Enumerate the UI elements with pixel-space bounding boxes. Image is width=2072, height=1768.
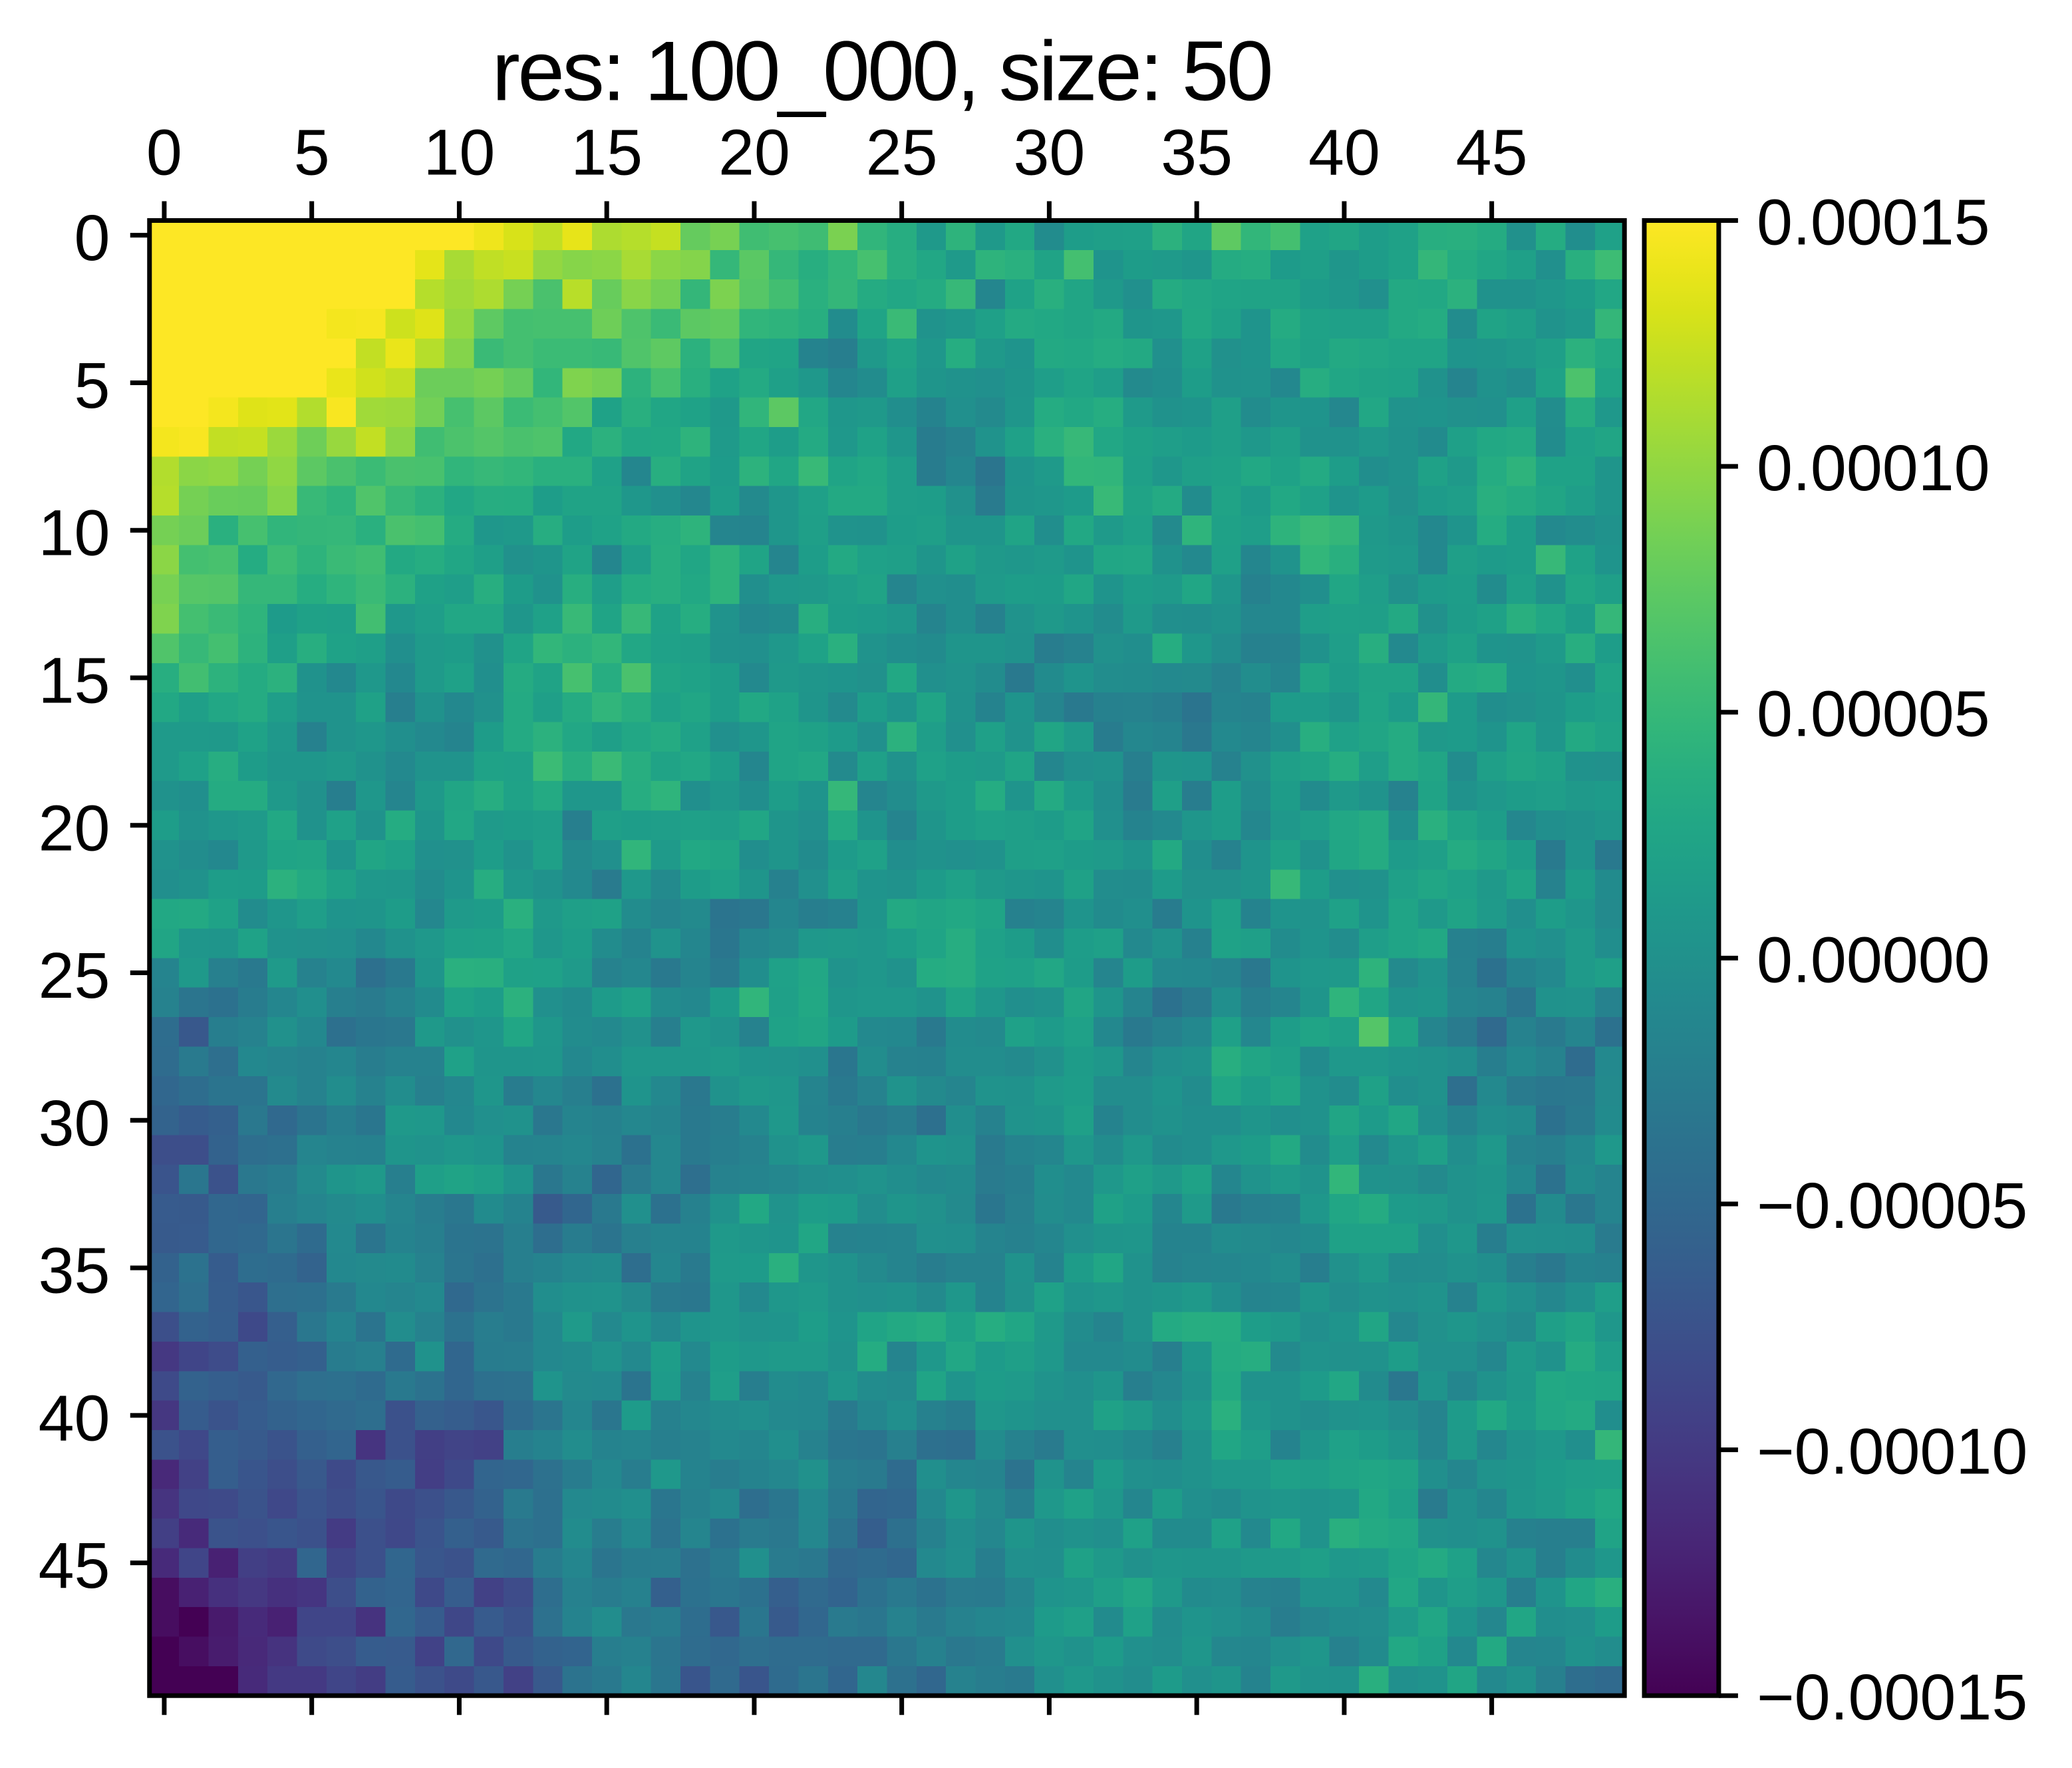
svg-text:0.00005: 0.00005 bbox=[1757, 678, 1990, 750]
svg-text:−0.00015: −0.00015 bbox=[1757, 1661, 2027, 1733]
svg-text:20: 20 bbox=[718, 116, 790, 189]
svg-text:45: 45 bbox=[1456, 116, 1528, 189]
svg-text:25: 25 bbox=[39, 939, 110, 1012]
svg-text:40: 40 bbox=[39, 1382, 110, 1454]
svg-text:res: 100_000, size: 50: res: 100_000, size: 50 bbox=[492, 24, 1274, 118]
svg-text:0.00010: 0.00010 bbox=[1757, 432, 1990, 504]
svg-text:35: 35 bbox=[39, 1235, 110, 1307]
svg-text:30: 30 bbox=[1013, 116, 1085, 189]
svg-text:15: 15 bbox=[39, 645, 110, 717]
svg-text:5: 5 bbox=[294, 116, 330, 189]
svg-text:−0.00005: −0.00005 bbox=[1757, 1169, 2027, 1242]
svg-text:10: 10 bbox=[423, 116, 495, 189]
svg-text:5: 5 bbox=[74, 349, 110, 422]
svg-text:40: 40 bbox=[1308, 116, 1380, 189]
svg-text:20: 20 bbox=[39, 792, 110, 864]
svg-text:0.00015: 0.00015 bbox=[1757, 186, 1990, 259]
svg-text:10: 10 bbox=[39, 497, 110, 569]
svg-text:15: 15 bbox=[571, 116, 643, 189]
svg-text:45: 45 bbox=[39, 1529, 110, 1602]
svg-text:25: 25 bbox=[866, 116, 938, 189]
svg-text:30: 30 bbox=[39, 1087, 110, 1159]
svg-text:0: 0 bbox=[74, 202, 110, 274]
svg-text:0: 0 bbox=[146, 116, 182, 189]
svg-text:35: 35 bbox=[1161, 116, 1233, 189]
svg-text:−0.00010: −0.00010 bbox=[1757, 1415, 2027, 1488]
svg-text:0.00000: 0.00000 bbox=[1757, 923, 1990, 996]
